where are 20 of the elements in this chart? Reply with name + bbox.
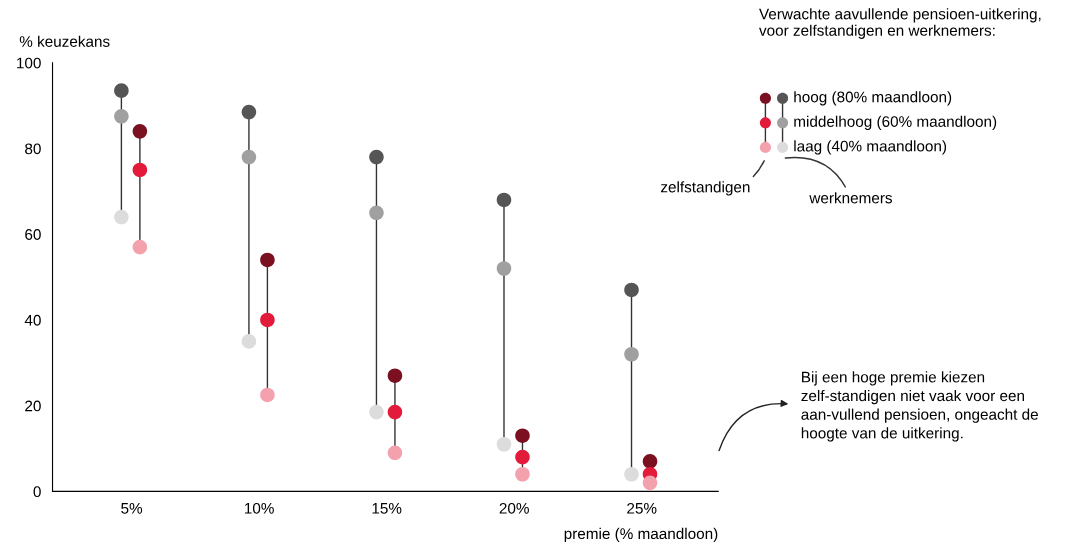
text: werknemers: [809, 192, 893, 204]
legend-title: Verwachte aavullende pensioen-uitkering, voor zelfstandigen en werknemers:: [759, 8, 1041, 39]
y-tick-label: 40: [24, 314, 41, 326]
y-tick-label: 100: [17, 57, 41, 69]
x-tick-label: 10%: [245, 502, 274, 514]
x-axis-title: premie (% maandloon): [564, 527, 718, 543]
x-tick-label: 25%: [627, 502, 657, 514]
text: laag (40% maandloon): [794, 140, 947, 155]
y-axis-title: % keuzekans: [19, 35, 110, 47]
x-tick-label: 5%: [121, 502, 143, 514]
x-tick-label: 20%: [499, 502, 529, 514]
y-tick-label: 20: [25, 400, 41, 412]
y-tick-label: 60: [25, 229, 41, 240]
text: Bij een hoge premie kiezen zelf-standigen niet vaak voor een aan-vullend pensioen, ongeacht de hoogte van de uitkering.: [801, 371, 1038, 442]
text: middelhoog (60% maandloon): [794, 115, 997, 130]
x-tick-label: 15%: [372, 502, 402, 514]
y-tick-label: 0: [33, 486, 41, 498]
text: hoog (80% maandloon): [794, 91, 952, 106]
annotation: zelfstandigen: [660, 181, 750, 196]
y-tick-label: 80: [25, 143, 41, 155]
